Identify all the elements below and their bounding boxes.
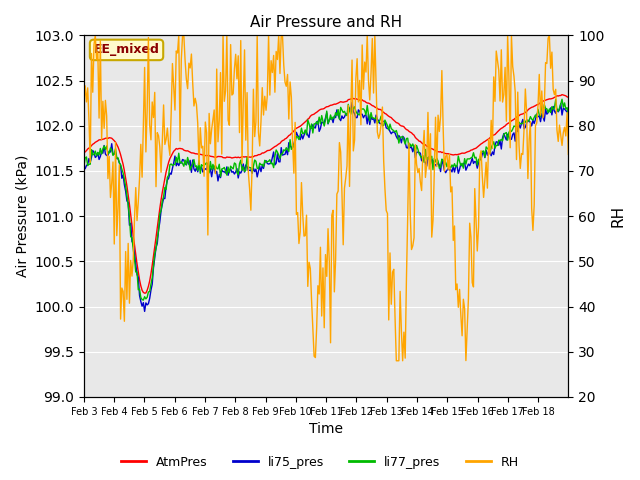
Y-axis label: Air Pressure (kPa): Air Pressure (kPa): [15, 155, 29, 277]
Title: Air Pressure and RH: Air Pressure and RH: [250, 15, 402, 30]
X-axis label: Time: Time: [309, 422, 343, 436]
Legend: AtmPres, li75_pres, li77_pres, RH: AtmPres, li75_pres, li77_pres, RH: [116, 451, 524, 474]
Text: EE_mixed: EE_mixed: [93, 43, 159, 57]
Y-axis label: RH: RH: [610, 205, 625, 227]
